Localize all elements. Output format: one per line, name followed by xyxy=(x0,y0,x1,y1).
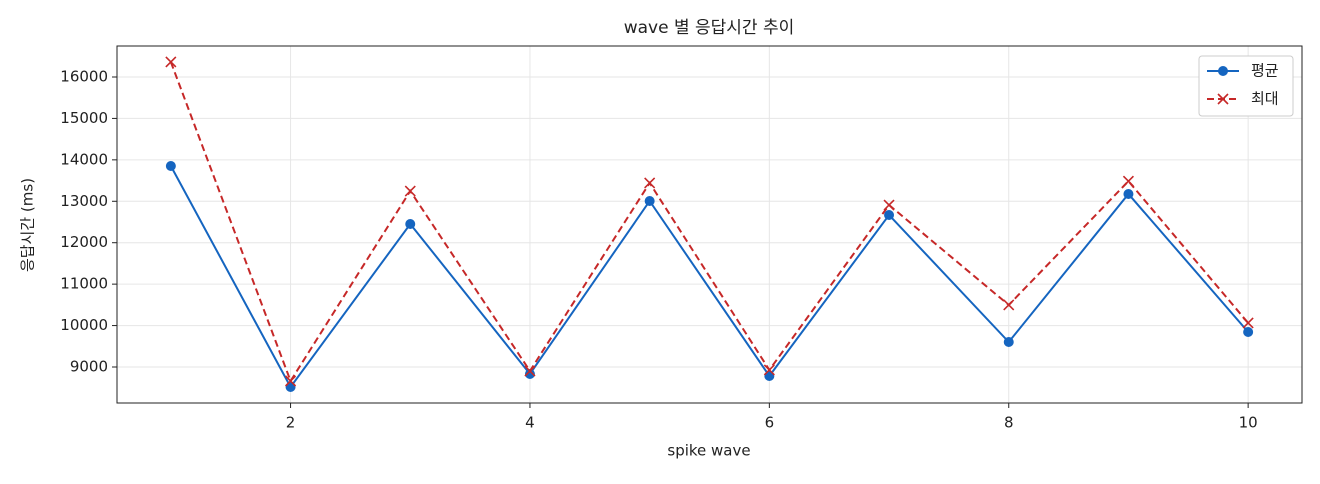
marker-shape xyxy=(404,185,416,197)
marker xyxy=(1003,337,1014,348)
y-tick-label: 9000 xyxy=(70,357,108,375)
series-line xyxy=(169,61,1249,384)
marker xyxy=(405,218,416,229)
y-tick-label: 13000 xyxy=(60,192,108,210)
marker-shape xyxy=(524,365,536,377)
marker xyxy=(1122,175,1135,187)
marker xyxy=(165,56,177,68)
y-tick-label: 14000 xyxy=(60,150,108,168)
marker-shape xyxy=(284,375,297,387)
x-tick-label: 4 xyxy=(525,414,535,432)
marker xyxy=(284,375,297,387)
marker xyxy=(404,185,416,197)
marker xyxy=(165,160,176,171)
y-tick-label: 10000 xyxy=(60,316,108,334)
marker xyxy=(763,364,775,376)
marker-shape xyxy=(644,177,656,189)
x-tick-label: 10 xyxy=(1239,414,1258,432)
chart-title: wave 별 응답시간 추이 xyxy=(624,18,795,38)
y-tick-label: 15000 xyxy=(60,109,108,127)
y-tick-label: 12000 xyxy=(60,233,108,251)
marker xyxy=(1242,317,1254,329)
marker xyxy=(1217,93,1229,105)
marker xyxy=(1123,188,1134,199)
marker xyxy=(883,199,895,211)
marker xyxy=(1218,66,1228,76)
x-tick-label: 2 xyxy=(286,414,296,432)
marker-shape xyxy=(763,364,775,376)
marker xyxy=(1003,299,1015,311)
marker-shape xyxy=(1122,175,1135,187)
y-tick-label: 16000 xyxy=(60,67,108,85)
marker-shape xyxy=(883,199,895,211)
legend-label: 최대 xyxy=(1251,90,1279,108)
x-axis-label: spike wave xyxy=(667,442,750,460)
x-tick-label: 8 xyxy=(1004,414,1014,432)
series-line xyxy=(169,165,1249,389)
marker xyxy=(644,195,655,206)
legend-box xyxy=(1198,55,1294,117)
marker xyxy=(644,177,656,189)
y-axis-label: 응답시간 (ms) xyxy=(19,178,37,272)
plot-frame xyxy=(116,45,1303,404)
marker xyxy=(884,209,895,220)
y-tick-label: 11000 xyxy=(60,275,108,293)
marker xyxy=(524,365,536,377)
x-tick-label: 6 xyxy=(765,414,775,432)
marker-shape xyxy=(1003,299,1015,311)
marker-shape xyxy=(165,56,177,68)
marker xyxy=(1243,326,1254,337)
legend-label: 평균 xyxy=(1251,62,1279,80)
marker-shape xyxy=(1217,93,1229,105)
marker xyxy=(524,368,535,379)
marker-shape xyxy=(1242,317,1254,329)
